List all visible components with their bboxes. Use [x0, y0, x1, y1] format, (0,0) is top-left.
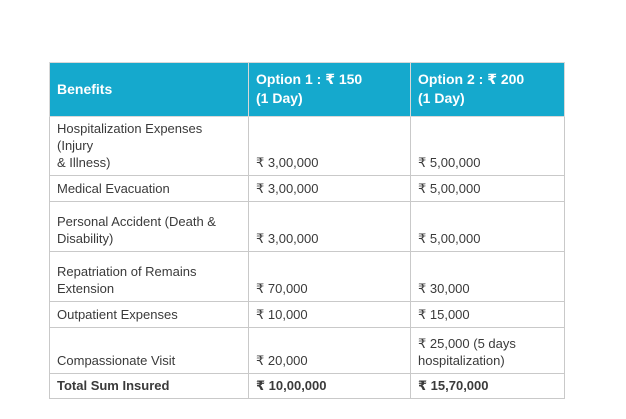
- option1-value-cell: ₹ 3,00,000: [248, 201, 411, 252]
- table-row: Compassionate Visit ₹ 20,000 ₹ 25,000 (5…: [49, 327, 565, 374]
- option1-value-cell: ₹ 10,000: [248, 301, 411, 328]
- column-header-benefits: Benefits: [49, 62, 249, 117]
- benefits-comparison-table: Benefits Option 1 : ₹ 150 (1 Day) Option…: [49, 62, 565, 399]
- benefit-name-cell: Total Sum Insured: [49, 373, 249, 399]
- table-row: Medical Evacuation ₹ 3,00,000 ₹ 5,00,000: [49, 175, 565, 202]
- table-row: Outpatient Expenses ₹ 10,000 ₹ 15,000: [49, 301, 565, 328]
- option1-value-cell: ₹ 3,00,000: [248, 116, 411, 176]
- option1-value-cell: ₹ 20,000: [248, 327, 411, 374]
- table-row-total: Total Sum Insured ₹ 10,00,000 ₹ 15,70,00…: [49, 373, 565, 399]
- option1-value-cell: ₹ 10,00,000: [248, 373, 411, 399]
- option1-value-cell: ₹ 3,00,000: [248, 175, 411, 202]
- benefit-name-cell: Medical Evacuation: [49, 175, 249, 202]
- table-row: Personal Accident (Death & Disability) ₹…: [49, 201, 565, 252]
- table-header-row: Benefits Option 1 : ₹ 150 (1 Day) Option…: [49, 62, 565, 117]
- option2-value-cell: ₹ 5,00,000: [410, 116, 565, 176]
- benefit-name-cell: Hospitalization Expenses (Injury & Illne…: [49, 116, 249, 176]
- option2-value-cell: ₹ 5,00,000: [410, 201, 565, 252]
- benefit-name-cell: Compassionate Visit: [49, 327, 249, 374]
- option2-value-cell: ₹ 5,00,000: [410, 175, 565, 202]
- option2-value-cell: ₹ 15,70,000: [410, 373, 565, 399]
- benefit-name-cell: Personal Accident (Death & Disability): [49, 201, 249, 252]
- table-row: Hospitalization Expenses (Injury & Illne…: [49, 116, 565, 176]
- column-header-option1: Option 1 : ₹ 150 (1 Day): [248, 62, 411, 117]
- benefit-name-cell: Outpatient Expenses: [49, 301, 249, 328]
- option2-value-cell: ₹ 30,000: [410, 251, 565, 302]
- benefit-name-cell: Repatriation of Remains Extension: [49, 251, 249, 302]
- option2-value-cell: ₹ 25,000 (5 days hospitalization): [410, 327, 565, 374]
- column-header-option2: Option 2 : ₹ 200 (1 Day): [410, 62, 565, 117]
- option2-value-cell: ₹ 15,000: [410, 301, 565, 328]
- option1-value-cell: ₹ 70,000: [248, 251, 411, 302]
- table-row: Repatriation of Remains Extension ₹ 70,0…: [49, 251, 565, 302]
